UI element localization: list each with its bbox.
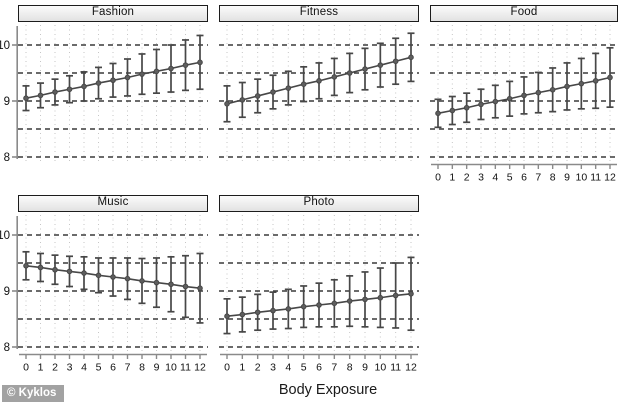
panel-food: Food 0 1 2 3 4 5 6 7 8 9 10 11 12 (430, 5, 618, 184)
panel-fashion: Fashion 10 9 8 (0, 5, 208, 164)
svg-text:10: 10 (0, 230, 10, 242)
svg-text:6: 6 (316, 362, 322, 374)
svg-text:7: 7 (125, 362, 131, 374)
food-plot: 0 1 2 3 4 5 6 7 8 9 10 11 12 (430, 25, 618, 184)
fitness-plot (219, 25, 419, 161)
svg-text:12: 12 (405, 362, 417, 374)
photo-plot: 0 1 2 3 4 5 6 7 8 9 10 11 12 (219, 215, 419, 374)
svg-text:8: 8 (347, 362, 353, 374)
svg-text:12: 12 (604, 172, 616, 184)
svg-text:2: 2 (464, 172, 470, 184)
svg-text:12: 12 (194, 362, 206, 374)
svg-text:5: 5 (96, 362, 102, 374)
svg-text:3: 3 (478, 172, 484, 184)
panel-title-fashion: Fashion (18, 5, 208, 22)
svg-text:1: 1 (38, 362, 44, 374)
panel-title-food: Food (430, 5, 618, 22)
svg-text:8: 8 (139, 362, 145, 374)
panel-photo: Photo 0 1 2 3 4 5 6 7 8 9 10 11 12 (219, 195, 419, 374)
svg-text:10: 10 (575, 172, 587, 184)
svg-text:6: 6 (521, 172, 527, 184)
svg-text:10: 10 (0, 40, 10, 52)
x-axis-title: Body Exposure (278, 382, 378, 398)
panel-music: Music 10 9 8 0 1 2 3 4 5 6 7 8 9 10 11 12 (0, 195, 208, 374)
svg-text:9: 9 (4, 286, 10, 298)
svg-text:4: 4 (81, 362, 87, 374)
svg-text:4: 4 (492, 172, 498, 184)
svg-text:7: 7 (331, 362, 337, 374)
svg-text:8: 8 (4, 152, 10, 164)
svg-text:8: 8 (4, 342, 10, 354)
svg-text:11: 11 (390, 362, 401, 374)
svg-text:1: 1 (239, 362, 245, 374)
svg-text:10: 10 (165, 362, 177, 374)
panel-title-photo: Photo (219, 195, 419, 212)
svg-text:3: 3 (270, 362, 276, 374)
svg-text:8: 8 (550, 172, 556, 184)
svg-text:9: 9 (154, 362, 160, 374)
svg-text:9: 9 (4, 96, 10, 108)
svg-text:5: 5 (301, 362, 307, 374)
svg-text:3: 3 (67, 362, 73, 374)
svg-text:7: 7 (535, 172, 541, 184)
panel-fitness: Fitness (219, 5, 419, 161)
svg-text:2: 2 (52, 362, 58, 374)
svg-text:4: 4 (285, 362, 291, 374)
svg-text:5: 5 (507, 172, 513, 184)
svg-text:0: 0 (224, 362, 230, 374)
svg-text:0: 0 (435, 172, 441, 184)
svg-text:6: 6 (110, 362, 116, 374)
kyklos-watermark: © Kyklos (2, 385, 65, 402)
panel-title-fitness: Fitness (219, 5, 419, 22)
svg-text:10: 10 (374, 362, 386, 374)
svg-text:9: 9 (564, 172, 570, 184)
svg-text:0: 0 (23, 362, 29, 374)
svg-text:1: 1 (449, 172, 455, 184)
svg-text:11: 11 (590, 172, 601, 184)
svg-text:11: 11 (180, 362, 191, 374)
svg-text:9: 9 (362, 362, 368, 374)
panel-title-music: Music (18, 195, 208, 212)
svg-text:2: 2 (255, 362, 261, 374)
fashion-plot: 10 9 8 (0, 25, 208, 164)
